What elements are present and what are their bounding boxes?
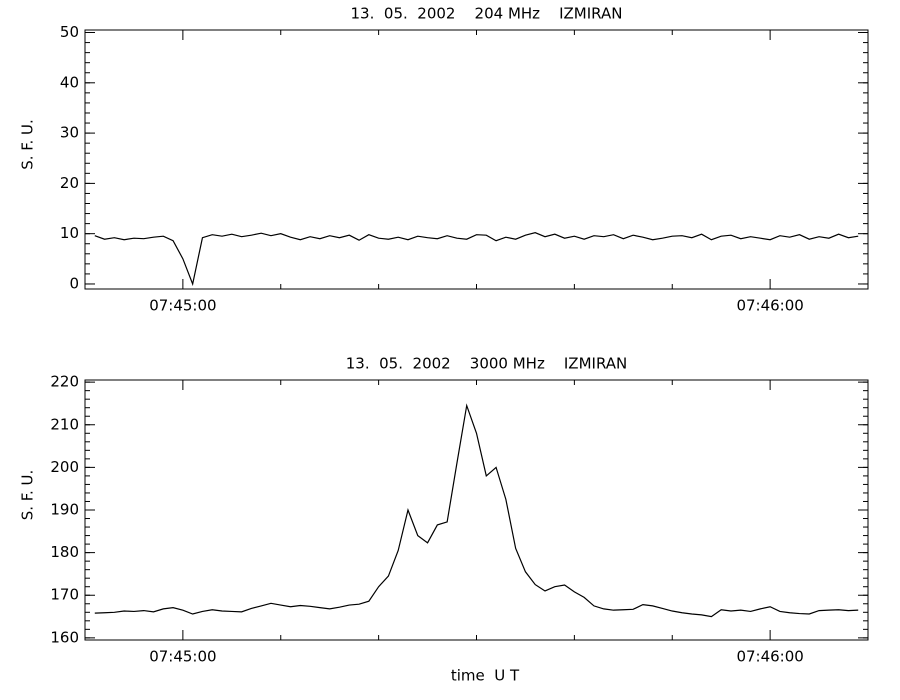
chart-title: 13. 05. 2002 3000 MHz IZMIRAN [346,355,628,373]
x-tick-label: 07:46:00 [736,297,803,315]
data-line [94,403,859,618]
y-tick-label: 20 [60,174,79,192]
plot-frame [84,379,869,641]
x-tick-label: 07:45:00 [149,297,216,315]
y-axis-label: S. F. U. [19,470,37,521]
x-axis-label: time U T [451,667,520,685]
x-tick-label: 07:46:00 [736,648,803,666]
plot-frame [84,29,869,290]
y-tick-label: 190 [50,501,79,519]
x-tick-label: 07:45:00 [149,648,216,666]
y-tick-label: 170 [50,586,79,604]
y-axis-label: S. F. U. [19,119,37,170]
y-tick-label: 200 [50,458,79,476]
data-line [94,232,859,287]
y-tick-label: 0 [69,274,79,292]
y-tick-label: 10 [60,224,79,242]
chart-title: 13. 05. 2002 204 MHz IZMIRAN [351,5,623,23]
y-tick-label: 210 [50,415,79,433]
y-tick-label: 220 [50,373,79,391]
y-tick-label: 30 [60,124,79,142]
y-tick-label: 180 [50,543,79,561]
y-tick-label: 40 [60,73,79,91]
y-tick-label: 160 [50,628,79,646]
y-tick-label: 50 [60,23,79,41]
